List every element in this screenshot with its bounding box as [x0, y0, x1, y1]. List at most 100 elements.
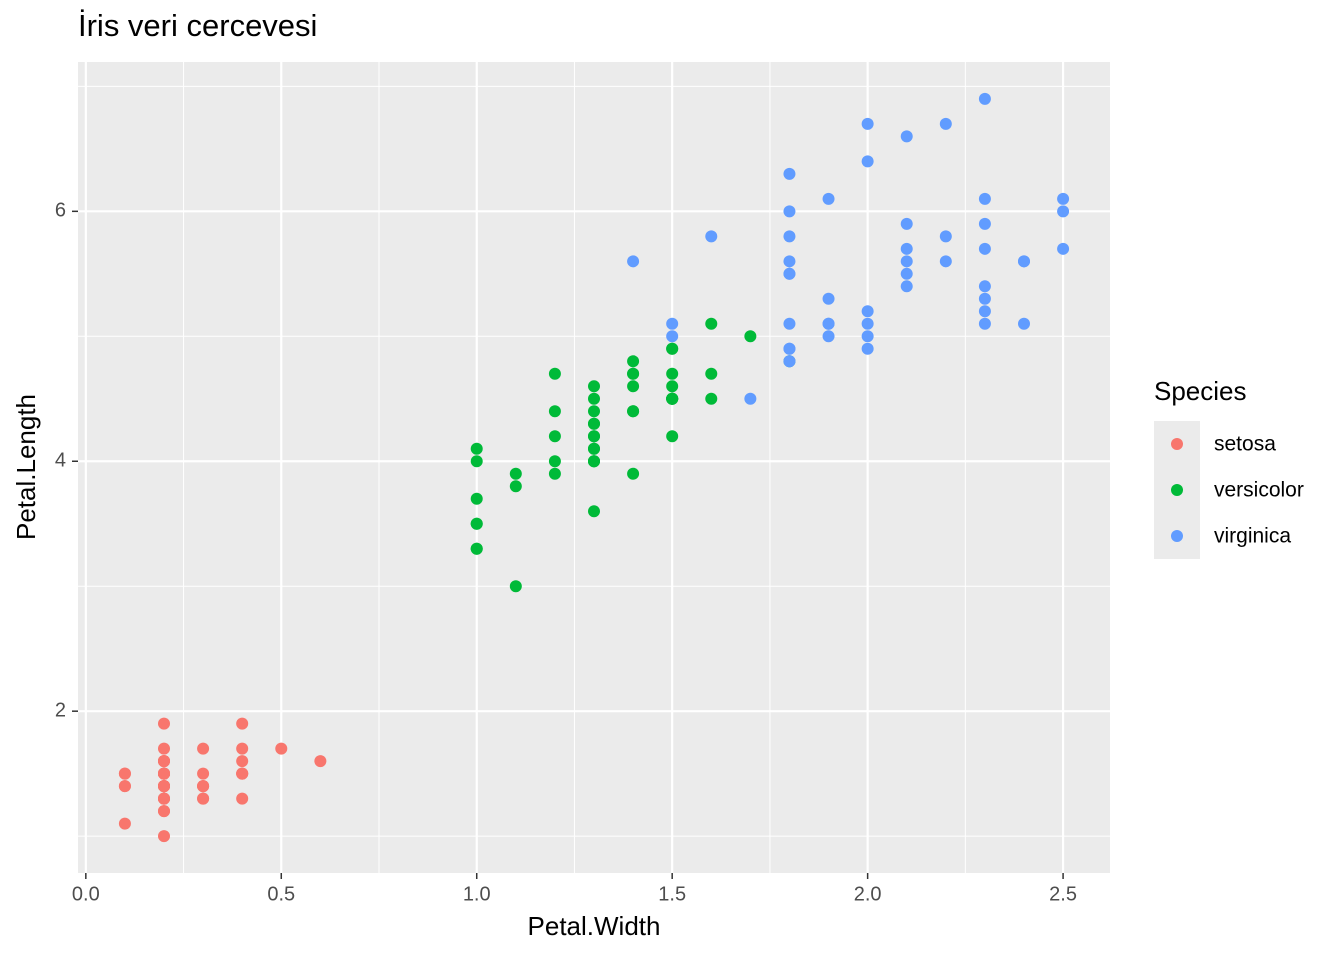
point: [158, 780, 170, 793]
point: [783, 355, 796, 368]
point: [158, 742, 170, 755]
point: [118, 767, 131, 780]
point: [627, 355, 640, 368]
point: [978, 217, 991, 230]
point: [236, 767, 249, 780]
point: [666, 342, 679, 355]
panel: [78, 62, 1110, 873]
legend-marker: [1171, 484, 1183, 496]
x-tick-label: 0.0: [72, 883, 100, 905]
point: [822, 330, 835, 343]
point: [783, 255, 796, 268]
point: [236, 755, 249, 768]
point: [783, 267, 796, 280]
point: [548, 367, 561, 380]
point: [236, 792, 249, 805]
point: [900, 217, 913, 230]
point: [744, 330, 757, 343]
x-tick-label: 1.5: [658, 883, 686, 905]
point: [236, 717, 249, 730]
point: [236, 742, 249, 755]
points: [118, 92, 1070, 843]
point: [783, 167, 796, 180]
point: [900, 255, 913, 268]
x-tick-label: 1.0: [463, 883, 491, 905]
x-tick-label: 0.5: [267, 883, 295, 905]
y-axis-label: Petal.Length: [11, 394, 41, 540]
point: [470, 517, 483, 530]
legend-marker: [1171, 530, 1183, 542]
point: [666, 380, 679, 393]
point: [783, 342, 796, 355]
point: [705, 230, 718, 243]
point: [900, 280, 913, 293]
y-tick-label: 2: [55, 699, 66, 721]
point: [275, 742, 288, 755]
point: [470, 492, 483, 505]
point: [1057, 205, 1070, 218]
x-axis-label: Petal.Width: [528, 911, 661, 941]
point: [978, 192, 991, 205]
point: [548, 405, 561, 418]
point: [158, 767, 170, 780]
point: [470, 455, 483, 468]
point: [666, 392, 679, 405]
point: [939, 230, 952, 243]
point: [197, 767, 210, 780]
point: [588, 430, 600, 443]
point: [158, 830, 170, 843]
point: [314, 755, 327, 768]
point: [822, 292, 835, 305]
point: [861, 317, 874, 330]
point: [822, 317, 835, 330]
point: [627, 467, 640, 480]
point: [548, 455, 561, 468]
point: [978, 280, 991, 293]
point: [783, 230, 796, 243]
x-tick-label: 2.0: [854, 883, 882, 905]
point: [588, 505, 600, 518]
point: [158, 792, 170, 805]
point: [509, 580, 522, 593]
point: [548, 467, 561, 480]
chart-title: İris veri cercevesi: [78, 8, 317, 43]
point: [627, 380, 640, 393]
point: [705, 392, 718, 405]
legend: setosa versicolor virginica: [1154, 421, 1304, 559]
point: [861, 305, 874, 318]
point: [118, 780, 131, 793]
point: [158, 717, 170, 730]
x-tick-label: 2.5: [1049, 883, 1077, 905]
legend-label: versicolor: [1214, 479, 1304, 502]
point: [627, 405, 640, 418]
point: [509, 480, 522, 493]
point: [158, 805, 170, 818]
legend-label: virginica: [1214, 525, 1291, 548]
point: [588, 380, 600, 393]
point: [1018, 255, 1030, 268]
y-tick-label: 6: [55, 200, 66, 222]
legend-label: setosa: [1214, 433, 1276, 456]
point: [861, 155, 874, 168]
point: [783, 205, 796, 218]
point: [509, 467, 522, 480]
point: [744, 392, 757, 405]
point: [939, 117, 952, 130]
point: [470, 442, 483, 455]
point: [666, 430, 679, 443]
point: [588, 417, 600, 430]
point: [978, 305, 991, 318]
point: [861, 342, 874, 355]
point: [470, 542, 483, 555]
point: [588, 455, 600, 468]
point: [705, 317, 718, 330]
point: [783, 317, 796, 330]
point: [1057, 242, 1070, 255]
point: [666, 330, 679, 343]
point: [900, 267, 913, 280]
point: [158, 755, 170, 768]
point: [197, 792, 210, 805]
y-tick-label: 4: [55, 450, 66, 472]
point: [978, 92, 991, 105]
